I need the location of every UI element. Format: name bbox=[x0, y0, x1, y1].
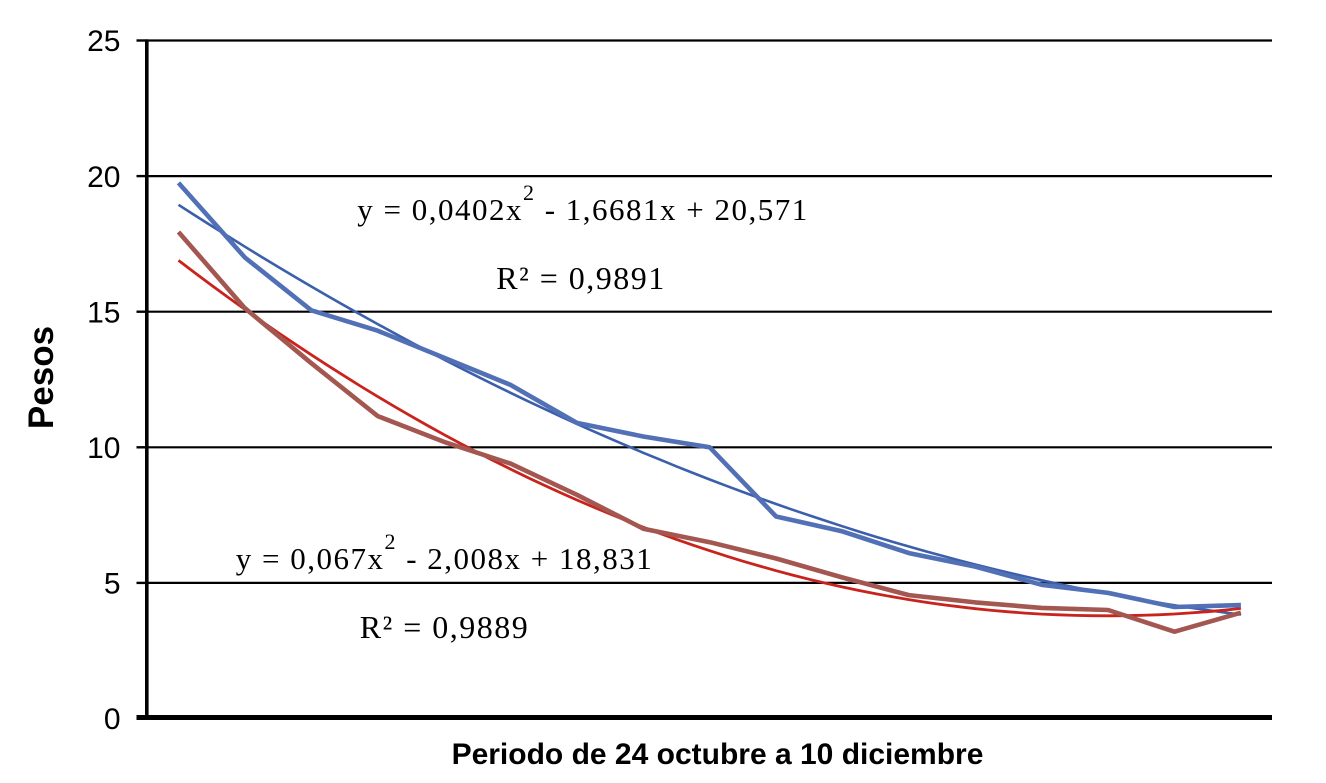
svg-text:5: 5 bbox=[104, 568, 121, 601]
svg-text:R² = 0,9889: R² = 0,9889 bbox=[360, 609, 529, 645]
svg-text:R² = 0,9891: R² = 0,9891 bbox=[496, 260, 665, 296]
svg-text:Periodo de 24 octubre a 10 dic: Periodo de 24 octubre a 10 diciembre bbox=[452, 738, 984, 771]
svg-text:20: 20 bbox=[87, 161, 120, 194]
svg-text:25: 25 bbox=[87, 25, 120, 58]
svg-text:10: 10 bbox=[87, 432, 120, 465]
svg-text:15: 15 bbox=[87, 296, 120, 329]
svg-text:0: 0 bbox=[104, 703, 121, 736]
svg-text:Pesos: Pesos bbox=[22, 326, 61, 429]
